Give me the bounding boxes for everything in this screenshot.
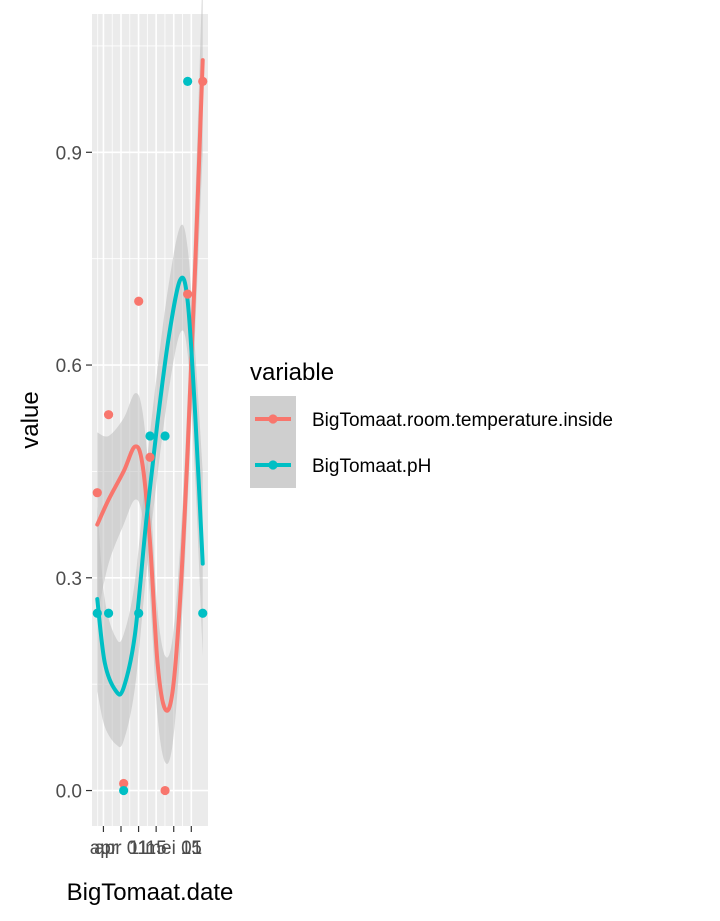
data-point	[183, 76, 193, 86]
data-point	[134, 608, 144, 618]
smooth-line-1	[95, 275, 205, 697]
data-point	[145, 452, 155, 462]
data-point	[198, 608, 208, 618]
x-tick-label: 15	[181, 838, 202, 859]
y-tick-label: 0.3	[56, 569, 82, 590]
x-tick-label: 11	[129, 838, 149, 859]
legend-label: BigTomaat.room.temperature.inside	[312, 410, 613, 431]
data-point	[92, 608, 102, 618]
legend-keys: BigTomaat.room.temperature.inside BigToma…	[250, 396, 613, 488]
legend-key-point	[268, 414, 278, 424]
data-points	[92, 76, 208, 796]
data-point	[103, 608, 114, 618]
data-point	[103, 410, 114, 420]
legend-label: BigTomaat.pH	[312, 456, 431, 477]
data-point	[183, 289, 193, 299]
legend: variable BigTomaat.room.temperature.insi…	[250, 359, 613, 488]
y-axis: 0.0 0.3 0.6 0.9	[56, 143, 92, 803]
smooth-lines	[95, 58, 205, 713]
y-tick-label: 0.9	[56, 143, 82, 164]
x-tick-label: mei 01	[145, 838, 202, 859]
data-point	[119, 785, 129, 796]
y-tick-label: 0.6	[56, 356, 82, 377]
legend-title: variable	[250, 359, 334, 386]
x-tick-label: apr 01	[94, 838, 148, 859]
x-tick-label: 15	[146, 838, 167, 859]
data-point	[160, 785, 170, 796]
x-tick-label: apr	[90, 838, 118, 859]
data-point	[92, 488, 102, 498]
x-axis-title: BigTomaat.date	[67, 879, 234, 906]
data-point	[119, 778, 129, 789]
legend-key-point	[268, 460, 278, 470]
data-point	[145, 431, 155, 441]
data-point	[160, 431, 170, 441]
data-point	[198, 76, 208, 86]
y-axis-title: value	[17, 391, 44, 448]
data-point	[134, 296, 144, 306]
y-tick-label: 0.0	[56, 782, 82, 803]
